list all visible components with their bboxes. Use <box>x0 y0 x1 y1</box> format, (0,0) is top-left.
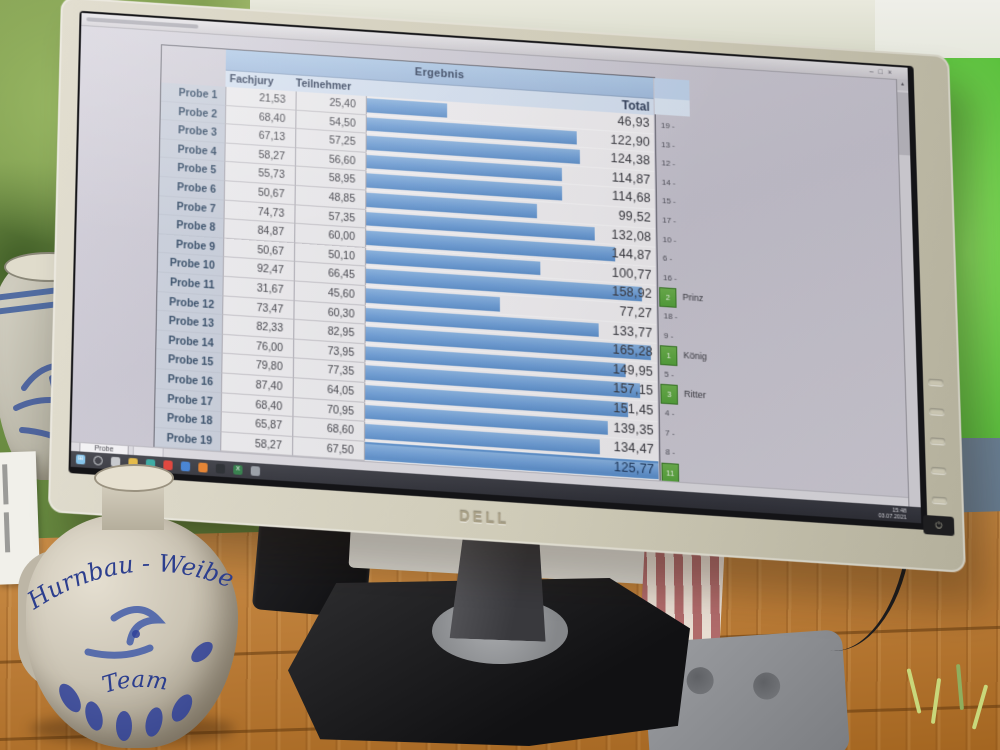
rank-label: 16 - <box>662 272 678 283</box>
total-value: 133,77 <box>612 322 653 341</box>
total-value: 124,38 <box>610 151 651 168</box>
rank-badge-num: 11 <box>666 467 675 478</box>
rank-label: 8 - <box>665 447 676 458</box>
rank-badge-text: Ritter <box>683 388 707 401</box>
total-value: 158,92 <box>611 284 653 302</box>
vertical-scrollbar[interactable]: ▲ <box>895 78 921 508</box>
jug-rim <box>94 464 174 492</box>
bezel-button <box>928 378 944 386</box>
svg-text:Team: Team <box>99 667 169 699</box>
close-button[interactable]: × <box>887 68 892 77</box>
total-value: 100,77 <box>611 265 652 283</box>
power-button: ⏻ <box>923 514 955 537</box>
total-value: 139,35 <box>613 419 654 438</box>
app-gray-icon[interactable] <box>250 465 261 477</box>
rank-badge: 3 <box>660 384 679 406</box>
rank-label: 9 - <box>663 330 674 341</box>
total-value: 125,77 <box>613 459 655 477</box>
sign-text-smudge <box>3 512 11 553</box>
taskbar-clock[interactable]: 15:48 03.07.2021 <box>878 504 907 522</box>
bezel-button <box>930 466 947 475</box>
results-table: Ergebnis Fachjury Teilnehmer Total Probe… <box>153 44 707 484</box>
results-rows: Probe 1 21,53 25,40 46,93 19 - Probe 2 6… <box>154 82 707 484</box>
rank-badge-num: 3 <box>666 389 672 400</box>
sign-text-smudge <box>2 464 9 505</box>
window-title-text <box>86 17 199 29</box>
bezel-button <box>931 496 948 504</box>
svg-text:Hurnbau - Weiber: Hurnbau - Weiber <box>18 502 238 615</box>
total-value: 122,90 <box>610 132 651 149</box>
tray-hole <box>752 671 782 701</box>
total-value: 151,45 <box>613 400 654 418</box>
tray-hole <box>685 666 715 696</box>
screen-content: – □ × Ergebnis Fachjury Teilnehmer Total P… <box>70 12 922 524</box>
total-value: 99,52 <box>618 208 652 225</box>
header-extra-cell <box>654 98 690 117</box>
maximize-button[interactable]: □ <box>878 68 883 76</box>
jug-decoration: Hurnbau - Weiber Team <box>18 502 238 741</box>
rank-badge-text: König <box>683 349 707 362</box>
jug-text-line1: Hurnbau - Weiber <box>18 502 238 615</box>
rank-badge: 2 <box>659 287 677 309</box>
jug-text-line2: Team <box>99 667 169 699</box>
total-value: 132,08 <box>611 226 652 244</box>
rank-badge-num: 1 <box>666 350 671 361</box>
data-bar <box>366 98 448 118</box>
header-extra-cell <box>654 77 690 101</box>
bezel-button <box>928 407 945 416</box>
window-controls: – □ × <box>869 65 892 79</box>
scroll-up-icon[interactable]: ▲ <box>896 79 909 91</box>
total-value: 165,28 <box>612 342 653 360</box>
total-value: 134,47 <box>613 439 655 457</box>
bezel-button <box>929 437 946 445</box>
total-value: 46,93 <box>617 113 650 131</box>
lcd-panel: – □ × Ergebnis Fachjury Teilnehmer Total P… <box>68 10 928 531</box>
rank-badge-text: Prinz <box>682 292 704 304</box>
total-value: 149,95 <box>612 361 654 379</box>
ceramic-jug: Hurnbau - Weiber Team <box>18 462 250 750</box>
total-value: 114,68 <box>611 188 651 206</box>
clock-date: 03.07.2021 <box>878 512 907 521</box>
total-value: 114,87 <box>611 169 651 187</box>
scrollbar-thumb[interactable] <box>897 92 911 156</box>
total-value: 157,15 <box>612 380 654 399</box>
minimize-button[interactable]: – <box>869 67 874 75</box>
rank-label: 5 - <box>664 369 674 380</box>
rank-badge: 1 <box>659 345 678 367</box>
rank-badge-num: 2 <box>665 293 671 303</box>
total-value: 144,87 <box>611 245 652 264</box>
total-value: 77,27 <box>619 304 653 321</box>
